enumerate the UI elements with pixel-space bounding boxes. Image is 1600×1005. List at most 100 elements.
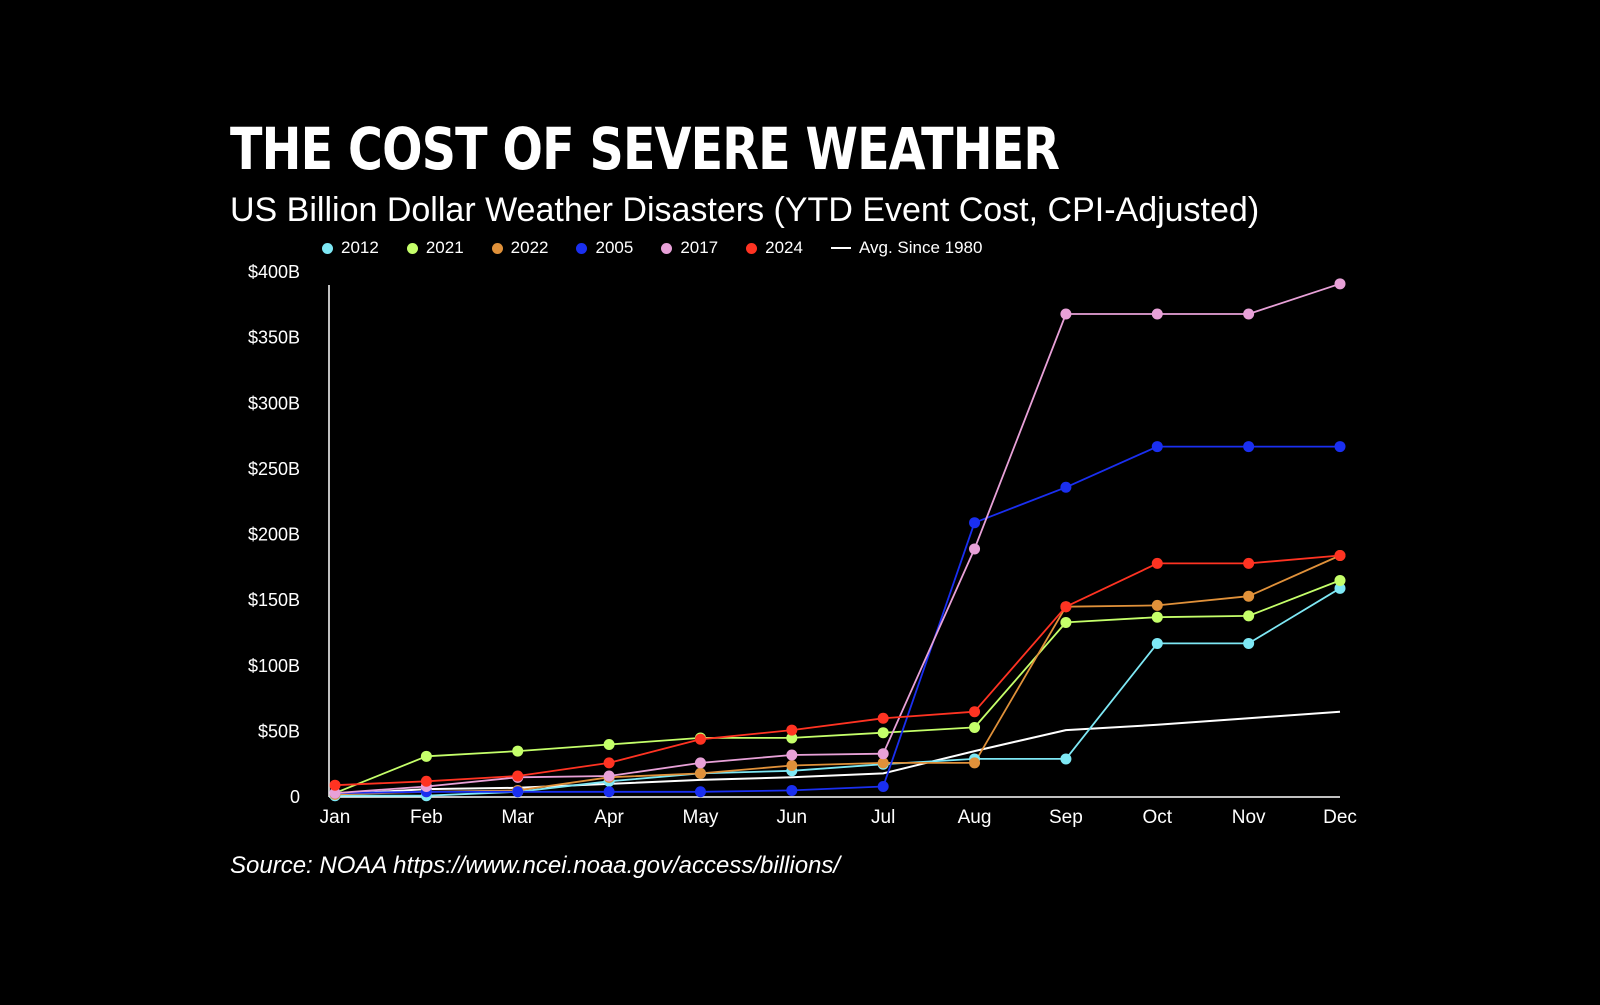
x-tick-label: Mar	[501, 807, 534, 828]
y-tick-label: $100B	[248, 656, 300, 676]
data-point-2017	[969, 543, 981, 555]
data-point-2024	[969, 706, 981, 718]
data-point-2005	[1334, 441, 1346, 453]
data-point-2017	[877, 748, 889, 760]
chart-title: THE COST OF SEVERE WEATHER	[230, 115, 1060, 183]
source-note: Source: NOAA https://www.ncei.noaa.gov/a…	[230, 852, 841, 879]
data-point-2017	[1151, 308, 1163, 320]
data-point-2017	[1334, 278, 1346, 290]
data-point-2022	[969, 757, 981, 769]
x-tick-label: Oct	[1142, 807, 1172, 828]
chart-subtitle: US Billion Dollar Weather Disasters (YTD…	[230, 191, 1260, 229]
data-point-2005	[877, 781, 889, 792]
legend-item: Avg. Since 1980	[830, 238, 983, 258]
x-tick-label: Jan	[320, 807, 351, 828]
series-line-2024	[334, 554, 1341, 787]
data-point-2005	[1243, 441, 1255, 453]
data-point-2022	[694, 767, 706, 779]
y-tick-label: $200B	[248, 525, 300, 545]
series-line-2017	[334, 282, 1341, 794]
data-point-2022	[1151, 599, 1163, 611]
data-point-2012	[1243, 637, 1255, 649]
y-tick-label: 0	[290, 787, 300, 807]
data-point-2005	[786, 784, 798, 796]
y-tick-label: $150B	[248, 590, 300, 610]
data-point-2021	[969, 721, 981, 733]
legend-item: 2005	[576, 238, 633, 258]
data-point-2005	[694, 786, 706, 798]
y-tick-label: $300B	[248, 393, 300, 413]
data-point-2005	[1060, 481, 1072, 493]
series-line-2005	[334, 445, 1340, 794]
legend-item: 2024	[746, 238, 803, 258]
data-point-2017	[786, 749, 798, 761]
data-point-2024	[1243, 557, 1255, 569]
legend-label: 2017	[680, 238, 719, 257]
legend-dot-icon	[576, 242, 588, 254]
data-point-2021	[512, 745, 524, 757]
legend-dot-icon	[491, 242, 503, 254]
data-point-2017	[1243, 308, 1255, 320]
data-point-2017	[329, 787, 341, 799]
data-point-2024	[329, 779, 341, 791]
data-point-2017	[694, 757, 706, 769]
x-tick-label: Aug	[958, 807, 992, 828]
data-point-2024	[1151, 557, 1163, 569]
data-point-2022	[1243, 590, 1255, 602]
data-point-2024	[786, 724, 798, 736]
series-line-2022	[334, 554, 1341, 796]
x-tick-label: Jun	[776, 807, 807, 828]
data-point-2012	[1151, 637, 1163, 649]
y-tick-label: $50B	[258, 721, 300, 741]
legend-label: 2012	[341, 238, 379, 257]
data-point-2005	[512, 786, 524, 798]
y-tick-label: $250B	[248, 459, 300, 479]
data-point-2017	[603, 770, 615, 782]
x-tick-label: Jul	[871, 807, 895, 828]
x-tick-label: Sep	[1049, 807, 1083, 828]
legend-label: Avg. Since 1980	[858, 238, 983, 257]
data-point-2021	[786, 732, 798, 744]
line-chart: 0 $50B $100B $150B $200B $250B $300B $350B $400B…	[248, 262, 1357, 828]
chart-legend: 2012 2021 2022 2005 2017 2024 Avg. Since 1980	[322, 238, 1010, 258]
legend-item: 2022	[491, 238, 549, 258]
data-point-2024	[603, 757, 615, 769]
data-point-2005	[969, 517, 981, 529]
data-point-2005	[603, 786, 615, 798]
x-tick-label: Feb	[410, 807, 443, 828]
data-point-2012	[1334, 582, 1346, 594]
legend-item: 2012	[322, 238, 379, 258]
y-tick-label: $400B	[248, 262, 300, 282]
data-point-2024	[420, 775, 432, 787]
data-point-2024	[694, 733, 706, 745]
series-line-avg-since-1980	[334, 710, 1341, 796]
data-point-2024	[512, 770, 524, 782]
data-point-2005	[1151, 441, 1163, 453]
legend-dot-icon	[661, 242, 673, 254]
y-tick-label: $350B	[248, 328, 300, 348]
x-tick-label: Apr	[594, 807, 624, 828]
legend-label: 2005	[595, 238, 634, 257]
legend-dot-icon	[322, 242, 333, 254]
data-point-2022	[786, 760, 798, 771]
x-tick-label: Nov	[1232, 807, 1266, 828]
legend-item: 2017	[661, 238, 718, 258]
x-tick-label: May	[683, 807, 719, 828]
data-point-2021	[877, 727, 889, 739]
data-point-2021	[1243, 610, 1255, 622]
legend-item: 2021	[406, 238, 464, 258]
x-tick-label: Dec	[1323, 807, 1357, 828]
legend-label: 2021	[425, 238, 464, 257]
legend-label: 2022	[510, 238, 549, 257]
data-point-2022	[877, 757, 889, 769]
legend-label: 2024	[765, 238, 803, 257]
data-point-2021	[603, 739, 615, 750]
data-point-2024	[1060, 601, 1072, 613]
legend-line-icon	[830, 247, 851, 249]
data-point-2021	[1151, 611, 1163, 623]
series-line-2021	[334, 579, 1341, 794]
data-point-2024	[877, 712, 889, 724]
data-point-2017	[1060, 308, 1072, 320]
data-point-2024	[1334, 550, 1346, 561]
data-point-2012	[1060, 753, 1072, 765]
